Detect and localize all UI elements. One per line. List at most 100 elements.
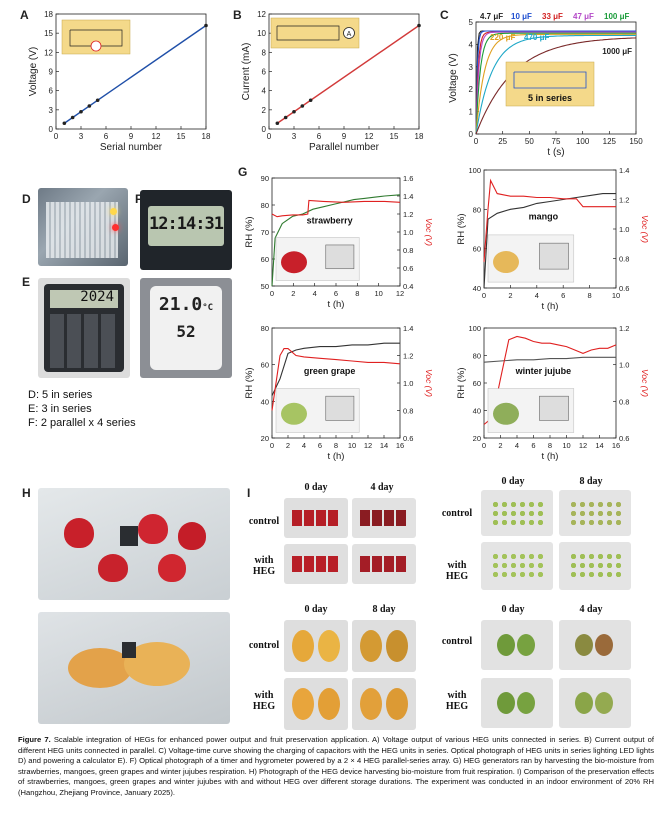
y-tick-label: 6 — [49, 87, 54, 96]
grape-control-label: control — [441, 508, 473, 519]
y-tick-label: 20 — [473, 434, 481, 443]
y-tick-label: 40 — [473, 284, 481, 293]
x-tick-label: 0 — [270, 441, 274, 450]
y-axis-label: Current (mA) — [241, 43, 252, 101]
x-tick-label: 15 — [390, 132, 399, 141]
x-tick-label: 3 — [79, 132, 84, 141]
x-tick-label: 125 — [603, 137, 617, 146]
legend-e: E: 3 in series — [28, 403, 92, 415]
legend-f: F: 2 parallel x 4 series — [28, 417, 136, 429]
legend-entry: 220 μF — [490, 33, 515, 42]
y2-tick-label: 0.8 — [619, 255, 629, 264]
y-tick-label: 60 — [261, 361, 269, 370]
x-axis-label: Parallel number — [309, 142, 380, 153]
meter-icon — [325, 395, 355, 421]
x-tick-label: 4 — [535, 291, 539, 300]
y2-tick-label: 1.4 — [619, 166, 629, 175]
caption-text: Scalable integration of HEGs for enhance… — [18, 735, 654, 797]
x-tick-label: 8 — [588, 291, 592, 300]
calculator-photo: 2024 — [38, 278, 130, 378]
y2-tick-label: 1.2 — [403, 210, 413, 219]
x-tick-label: 6 — [318, 441, 322, 450]
x-tick-label: 0 — [270, 289, 274, 298]
x-tick-label: 6 — [104, 132, 109, 141]
legend-entry: 4.7 μF — [480, 12, 503, 21]
data-point — [300, 104, 305, 108]
grape-day8-label: 8 day — [579, 476, 603, 487]
hygrometer-rh: 52 — [176, 322, 196, 341]
y2-axis-label: Voc (V) — [424, 218, 434, 246]
x-tick-label: 0 — [482, 291, 486, 300]
x-tick-label: 16 — [612, 441, 620, 450]
mango-day0-label: 0 day — [304, 604, 328, 615]
strawberry-box-photo — [38, 488, 230, 600]
grape-control-day0 — [481, 490, 553, 536]
y-tick-label: 5 — [469, 18, 474, 27]
jujube-heg-day0 — [481, 678, 553, 728]
chart-c: 0 25 50 75 100 125 150 0 1 2 3 4 5 t (s) Voltage (V) 4.… — [448, 12, 643, 158]
y2-tick-label: 1.2 — [403, 352, 413, 361]
data-point — [87, 104, 92, 108]
y2-tick-label: 1.0 — [619, 361, 629, 370]
y-tick-label: 3 — [469, 63, 474, 72]
y-tick-label: 4 — [469, 40, 474, 49]
y-tick-label: 0 — [469, 130, 474, 139]
y-tick-label: 0 — [262, 125, 267, 134]
y2-tick-label: 0.6 — [619, 434, 629, 443]
rh-line — [483, 193, 616, 289]
y-tick-label: 9 — [49, 68, 54, 77]
x-axis-label: Serial number — [100, 142, 163, 153]
grape-control-day8 — [559, 490, 631, 536]
x-tick-label: 6 — [334, 289, 338, 298]
meter-icon — [539, 395, 569, 421]
x-tick-label: 50 — [525, 137, 534, 146]
strawberry-control-day4 — [352, 498, 416, 538]
legend-entry: 100 μF — [604, 12, 629, 21]
data-point — [95, 98, 100, 103]
x-axis-label: t (h) — [542, 451, 559, 462]
y2-tick-label: 0.8 — [403, 246, 413, 255]
data-point — [283, 115, 288, 120]
x-tick-label: 10 — [612, 291, 620, 300]
x-tick-label: 150 — [629, 137, 643, 146]
mango-box-photo — [38, 612, 230, 724]
y2-tick-label: 0.6 — [403, 264, 413, 273]
y2-tick-label: 1.0 — [403, 228, 413, 237]
fruit-name: green grape — [304, 366, 356, 376]
grape-heg-label: with HEG — [445, 560, 469, 582]
y-tick-label: 2 — [469, 85, 474, 94]
fruit-icon — [493, 251, 519, 274]
circuit-wire — [276, 25, 340, 41]
x-tick-label: 18 — [202, 132, 211, 141]
x-tick-label: 8 — [355, 289, 359, 298]
x-tick-label: 100 — [576, 137, 590, 146]
meter-icon — [325, 244, 355, 270]
jujube-day4-label: 4 day — [579, 604, 603, 615]
x-tick-label: 3 — [292, 132, 297, 141]
y-axis-label: RH (%) — [456, 213, 467, 244]
x-tick-label: 14 — [380, 441, 388, 450]
y-tick-label: 6 — [262, 68, 267, 77]
panel-label-a: A — [20, 8, 29, 22]
rh-line — [271, 342, 400, 396]
meter-icon — [539, 242, 569, 270]
circuit-wire — [513, 71, 587, 89]
fruit-name: strawberry — [307, 215, 353, 225]
fruit-name: winter jujube — [515, 366, 572, 376]
y-tick-label: 12 — [257, 10, 266, 19]
panel-label-h: H — [22, 486, 31, 500]
x-axis-label: t (s) — [547, 147, 564, 158]
panel-label-c: C — [440, 8, 449, 22]
y-tick-label: 18 — [44, 10, 53, 19]
hygrometer-temp: 21.0°C — [158, 294, 214, 315]
x-tick-label: 6 — [531, 441, 535, 450]
strawberry-heg-day0 — [284, 544, 348, 584]
panel-label-d: D — [22, 192, 31, 206]
y2-axis-label: Voc (V) — [424, 369, 434, 397]
voc-line — [271, 199, 401, 218]
y2-tick-label: 0.6 — [619, 284, 629, 293]
y2-tick-label: 1.2 — [619, 196, 629, 205]
y2-tick-label: 1.0 — [619, 225, 629, 234]
y-tick-label: 40 — [473, 407, 481, 416]
